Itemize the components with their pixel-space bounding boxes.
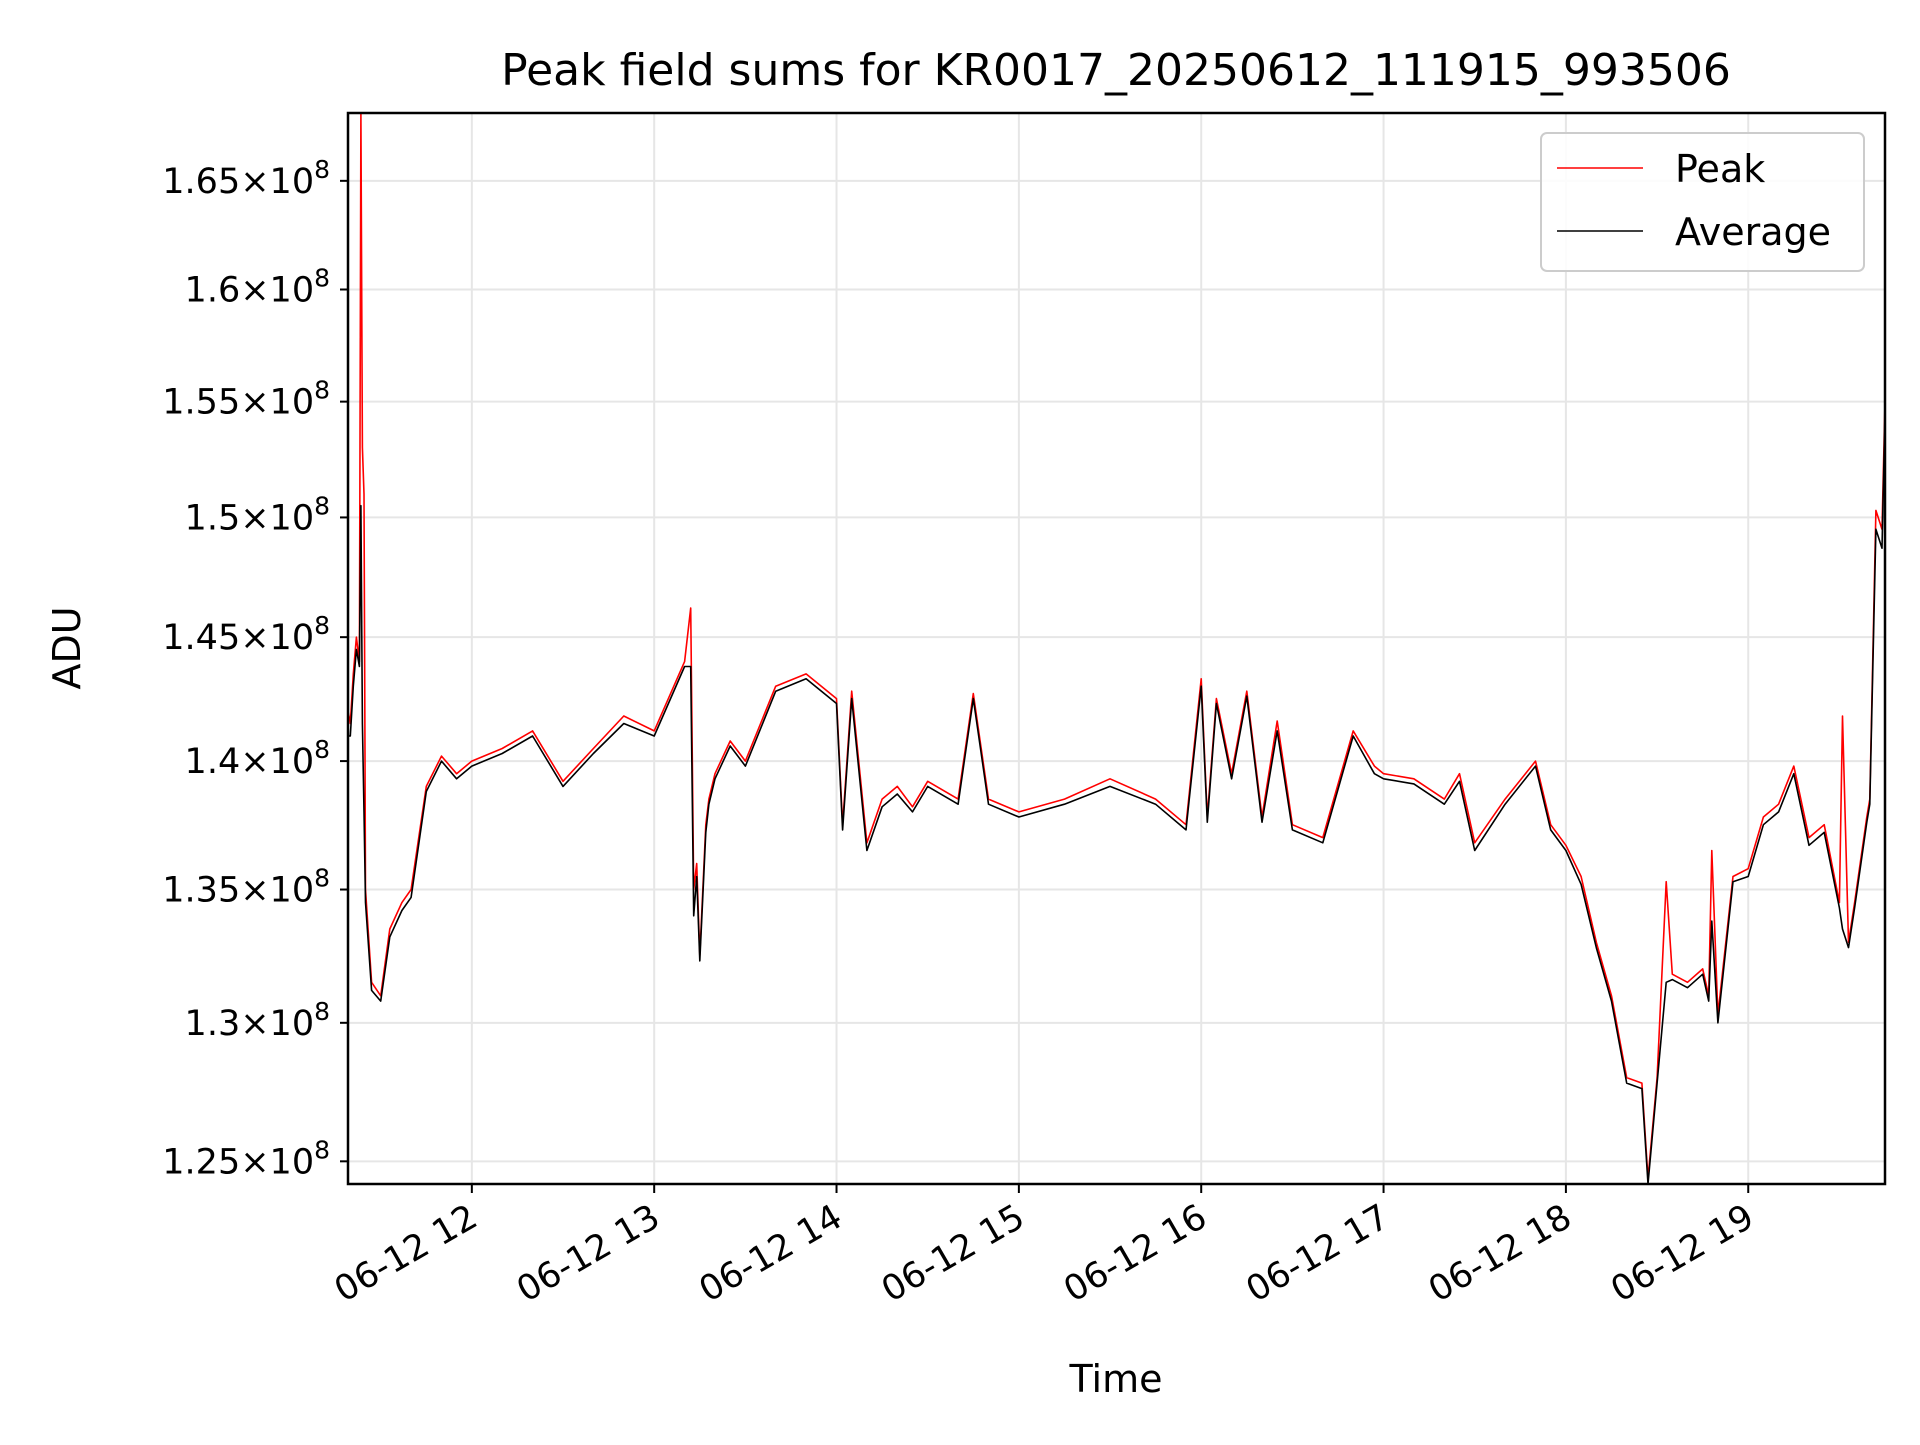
series-line-peak	[348, 113, 1885, 1180]
y-tick-label: 1.55×108	[162, 376, 330, 423]
plot-frame	[346, 111, 1887, 1186]
y-tick-label: 1.35×108	[162, 864, 330, 911]
series-lines	[348, 113, 1885, 1184]
legend-peak-label: Peak	[1675, 147, 1765, 191]
y-tick-label: 1.5×108	[185, 491, 330, 538]
x-axis-label: Time	[1069, 1357, 1163, 1401]
legend: Peak Average	[1540, 132, 1865, 272]
grid	[348, 113, 1885, 1184]
y-tick-label: 1.45×108	[162, 611, 330, 658]
series-line-average	[348, 412, 1885, 1184]
legend-average-label: Average	[1675, 210, 1831, 254]
y-tick-label: 1.4×108	[185, 735, 330, 782]
y-tick-label: 1.6×108	[185, 264, 330, 311]
y-tick-label: 1.25×108	[162, 1135, 330, 1182]
chart-title: Peak field sums for KR0017_20250612_1119…	[501, 45, 1731, 96]
y-tick-label: 1.65×108	[162, 155, 330, 202]
y-tick-label: 1.3×108	[185, 997, 330, 1044]
y-axis-label: ADU	[45, 606, 89, 689]
